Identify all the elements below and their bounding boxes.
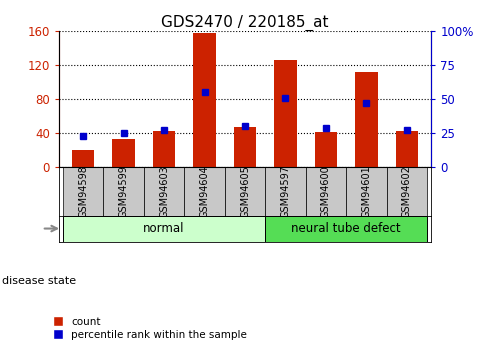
Bar [153,131,175,167]
Legend: count, percentile rank within the sample: count, percentile rank within the sample [54,317,247,340]
Text: GSM94602: GSM94602 [402,165,412,218]
Text: GSM94605: GSM94605 [240,165,250,218]
Bar [194,33,216,167]
Text: disease state: disease state [2,276,76,286]
Text: GSM94597: GSM94597 [280,165,291,218]
Bar [315,132,337,167]
Text: GSM94604: GSM94604 [199,165,210,218]
Text: normal: normal [143,222,185,235]
Bar [112,139,135,167]
Title: GDS2470 / 220185_at: GDS2470 / 220185_at [161,15,329,31]
Bar [63,216,265,242]
Bar [387,167,427,216]
Bar [144,167,184,216]
Bar [274,60,296,167]
Bar [306,167,346,216]
Bar [265,216,427,242]
Bar [234,127,256,167]
Text: GSM94601: GSM94601 [362,165,371,218]
Text: GSM94603: GSM94603 [159,165,169,218]
Bar [103,167,144,216]
Bar [265,167,306,216]
Bar [355,72,378,167]
Bar [346,167,387,216]
Text: neural tube defect: neural tube defect [292,222,401,235]
Bar [396,131,418,167]
Bar [225,167,265,216]
Text: GSM94600: GSM94600 [321,165,331,218]
Text: GSM94599: GSM94599 [119,165,128,218]
Text: GSM94598: GSM94598 [78,165,88,218]
Bar [72,150,94,167]
Bar [184,167,225,216]
Bar [63,167,103,216]
